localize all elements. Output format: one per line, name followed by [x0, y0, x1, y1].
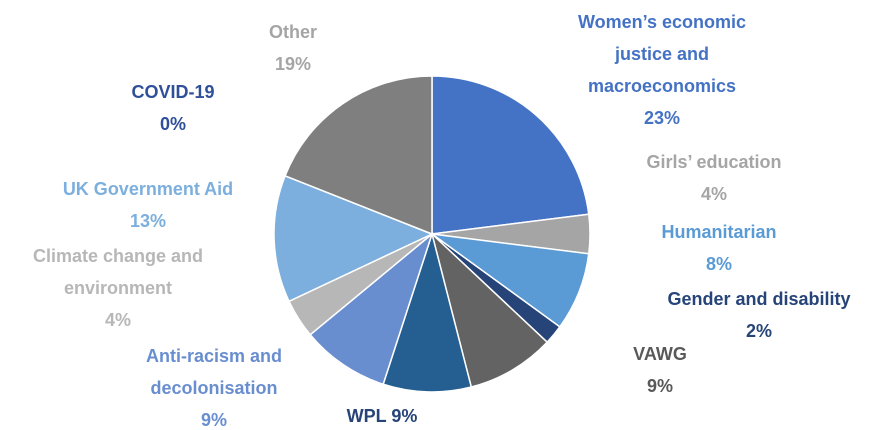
value-label: 2%	[745, 321, 772, 341]
value-label: 4%	[104, 310, 131, 330]
slice	[273, 174, 434, 303]
slice	[430, 231, 549, 388]
value-label: 19%	[274, 54, 312, 74]
category-label: Other	[268, 22, 317, 42]
category-label: Humanitarian	[661, 222, 777, 242]
data-label: Gender and disability 2%	[629, 283, 881, 347]
data-label: COVID-19 0%	[93, 76, 253, 140]
value-label: 8%	[705, 254, 732, 274]
data-label: Climate change and environment 4%	[3, 240, 233, 336]
value-label: 0%	[159, 114, 186, 134]
slice	[431, 75, 590, 235]
value-label: 13%	[129, 211, 167, 231]
data-label: Women’s economic justice and macroeconom…	[547, 6, 777, 134]
value-label: 9%	[391, 406, 418, 426]
data-label: UK Government Aid 13%	[13, 173, 283, 237]
value-label: 9%	[646, 376, 673, 396]
value-label: 9%	[200, 410, 227, 430]
data-label: Anti-racism and decolonisation 9%	[114, 340, 314, 430]
data-label: Humanitarian 8%	[619, 216, 819, 280]
data-label: VAWG 9%	[620, 338, 700, 402]
slice	[284, 75, 433, 236]
category-label: Climate change and environment	[32, 246, 204, 298]
category-label: COVID-19	[131, 82, 215, 102]
category-label: Anti-racism and decolonisation	[145, 346, 283, 398]
data-label: Girls’ education 4%	[604, 146, 824, 210]
data-label: Other 19%	[233, 16, 353, 80]
category-label: Girls’ education	[646, 152, 782, 172]
value-label: 4%	[700, 184, 727, 204]
data-label: WPL 9%	[302, 400, 462, 430]
value-label: 23%	[643, 108, 681, 128]
category-label: VAWG	[633, 344, 687, 364]
category-label: UK Government Aid	[62, 179, 234, 199]
category-label: Women’s economic justice and macroeconom…	[577, 12, 747, 96]
category-label: WPL	[346, 406, 387, 426]
slice	[382, 231, 473, 393]
category-label: Gender and disability	[667, 289, 851, 309]
slice	[309, 231, 434, 386]
